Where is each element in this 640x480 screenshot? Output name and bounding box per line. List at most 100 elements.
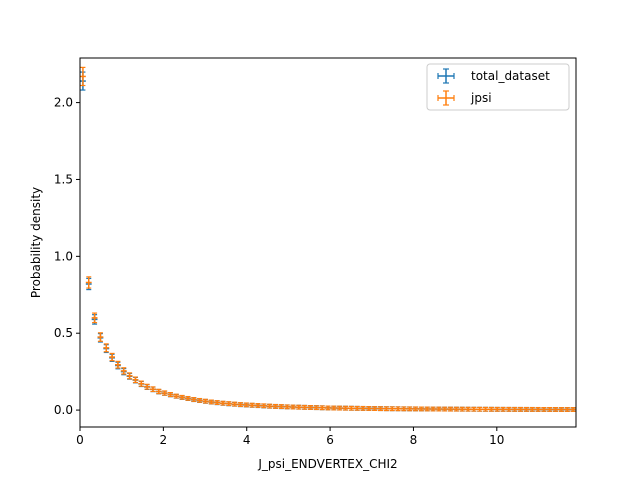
legend-label: total_dataset — [471, 69, 550, 83]
data-point — [313, 405, 320, 411]
data-point — [482, 406, 489, 412]
data-point — [459, 406, 466, 412]
data-point — [103, 343, 110, 353]
data-point — [476, 406, 483, 412]
data-point — [120, 367, 127, 375]
data-point — [412, 406, 419, 412]
data-point — [85, 276, 92, 289]
legend-label: jpsi — [470, 91, 492, 105]
data-point — [564, 407, 571, 412]
data-point — [196, 397, 203, 403]
data-point — [441, 406, 448, 412]
x-tick-label: 8 — [410, 433, 418, 447]
data-point — [243, 402, 250, 408]
data-point — [225, 401, 232, 407]
data-point — [418, 406, 425, 412]
data-point — [167, 392, 174, 398]
data-point — [115, 360, 121, 369]
data-point — [400, 406, 407, 412]
data-point — [208, 399, 215, 405]
data-point — [138, 380, 145, 387]
data-point — [383, 406, 390, 412]
data-point — [540, 406, 547, 412]
data-point — [500, 406, 506, 412]
data-point — [173, 393, 180, 399]
x-tick-label: 0 — [76, 433, 84, 447]
data-point — [97, 332, 104, 342]
data-point — [552, 407, 559, 412]
y-axis-label: Probability density — [29, 187, 43, 298]
x-axis-label: J_psi_ENDVERTEX_CHI2 — [257, 457, 397, 471]
data-point — [109, 352, 116, 362]
y-tick-label: 0.0 — [54, 403, 73, 417]
data-point — [220, 400, 226, 406]
x-tick-label: 2 — [160, 433, 168, 447]
data-point — [179, 394, 186, 400]
legend-marker — [437, 90, 455, 106]
x-tick-label: 10 — [489, 433, 504, 447]
data-point — [430, 406, 436, 412]
data-point — [465, 406, 471, 412]
data-point — [447, 406, 454, 412]
data-point — [190, 397, 197, 402]
data-point — [150, 386, 156, 393]
data-point — [488, 406, 495, 412]
data-point — [237, 402, 244, 407]
y-axis: 0.0 0.5 1.0 1.5 2.0 — [54, 96, 80, 417]
data-point — [470, 406, 477, 412]
legend-box — [426, 63, 570, 111]
data-point — [517, 406, 524, 412]
data-point — [453, 406, 460, 412]
y-tick-label: 1.5 — [54, 172, 73, 186]
series-jpsi — [80, 66, 576, 412]
data-point — [523, 406, 530, 412]
data-point — [511, 406, 518, 412]
data-point — [214, 400, 221, 405]
data-point — [144, 383, 151, 390]
data-point — [558, 407, 565, 412]
data-point — [342, 405, 349, 411]
data-point — [395, 406, 401, 412]
data-point — [360, 405, 366, 411]
data-point — [202, 398, 209, 404]
data-point — [185, 395, 191, 401]
data-point — [424, 406, 431, 412]
data-point — [301, 404, 308, 410]
data-point — [272, 403, 279, 409]
data-point — [354, 405, 361, 411]
data-point — [535, 406, 541, 412]
series-total_dataset — [80, 71, 576, 412]
data-point — [529, 406, 536, 412]
data-point — [546, 407, 553, 412]
plot-area — [80, 66, 576, 412]
data-point — [255, 403, 261, 408]
data-point — [91, 312, 98, 324]
data-point — [126, 372, 133, 380]
data-point — [494, 406, 501, 412]
x-tick-label: 6 — [326, 433, 334, 447]
x-tick-label: 4 — [243, 433, 251, 447]
data-point — [284, 404, 291, 410]
data-point — [319, 405, 326, 411]
data-point — [278, 404, 285, 409]
data-point — [406, 406, 413, 412]
data-point — [231, 401, 238, 407]
y-tick-label: 0.5 — [54, 326, 73, 340]
y-tick-label: 2.0 — [54, 96, 73, 110]
y-tick-label: 1.0 — [54, 249, 73, 263]
data-point — [348, 405, 355, 411]
data-point — [365, 406, 372, 411]
data-point — [389, 406, 396, 412]
data-point — [161, 390, 168, 396]
data-point — [295, 404, 302, 410]
data-point — [570, 407, 576, 412]
data-point — [290, 404, 296, 410]
data-point — [260, 403, 267, 409]
data-point — [132, 376, 139, 384]
data-point — [249, 402, 256, 408]
data-point — [371, 406, 378, 411]
data-point — [80, 66, 86, 87]
data-point — [155, 388, 162, 395]
data-point — [330, 405, 337, 411]
